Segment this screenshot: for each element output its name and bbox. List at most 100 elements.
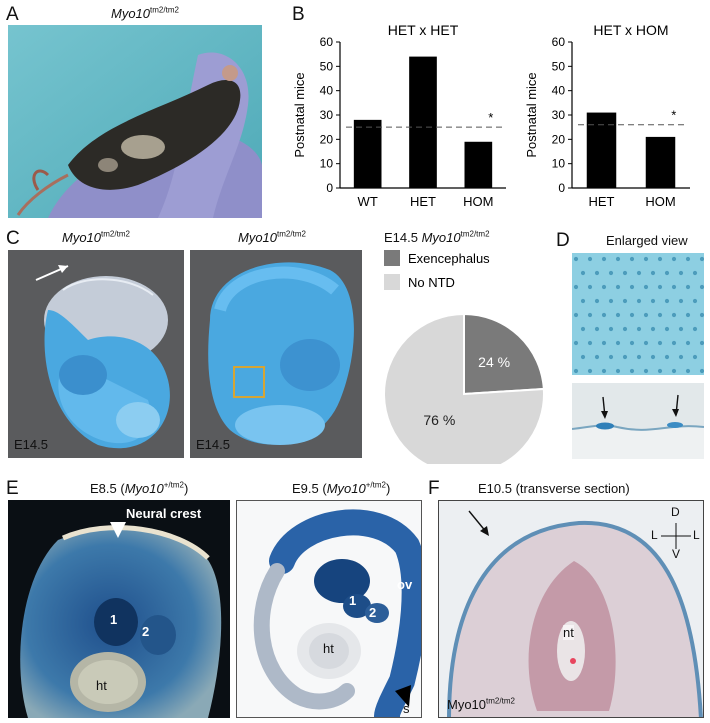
placode-dot	[629, 368, 635, 374]
e95-label-s: s	[403, 701, 410, 716]
panel-c-title-1: Myo10tm2/tm2	[62, 230, 130, 245]
panel-c-title-2-gene: Myo10	[238, 230, 278, 245]
neural-crest-label: Neural crest	[126, 506, 202, 521]
placode-dot	[643, 340, 649, 346]
chart-b2-ylabel: Postnatal mice	[524, 72, 539, 157]
placode-dot	[685, 312, 691, 318]
placode-dot	[601, 284, 607, 290]
pie-slice-0	[463, 312, 545, 396]
placode-dot	[664, 270, 670, 276]
placode-dot	[594, 270, 600, 276]
placode-dot	[636, 326, 642, 332]
transverse-section-art	[439, 501, 703, 717]
panel-letter-b: B	[292, 4, 305, 25]
pie-title-stage: E14.5	[384, 230, 422, 245]
e-right-title-allele: +/tm2	[365, 480, 386, 490]
e95-label-ov: ov	[397, 577, 413, 592]
embryo-1-stage: E14.5	[14, 437, 48, 452]
chart-b1-title: HET x HET	[388, 22, 459, 38]
compass-l-right: L	[693, 528, 700, 542]
placode-dot	[601, 256, 607, 262]
compass-l-left: L	[651, 528, 658, 542]
placode-dot	[692, 298, 698, 304]
panel-a-title: Myo10tm2/tm2	[111, 6, 179, 21]
chart-b1-ytick-label-30: 30	[320, 108, 334, 122]
neural-crest-arrowhead	[110, 522, 126, 538]
placode-dot	[671, 312, 677, 318]
e85-embryo-photo: Neural crest 1 2 ht	[8, 500, 230, 718]
chart-b-het-x-het: HET x HET Postnatal mice 0 10 20 30 40 50 60 WT HE…	[292, 22, 506, 209]
chart-b1-ytick-label-20: 20	[320, 132, 334, 146]
enlarged-view-photo	[572, 253, 704, 375]
panel-a-title-gene: Myo10	[111, 6, 151, 21]
chart-b2-ytick-label-60: 60	[552, 35, 566, 49]
placode-dot	[685, 340, 691, 346]
chart-b1-ytick-label-50: 50	[320, 59, 334, 73]
placode-dot	[573, 368, 579, 374]
pie-value-label-1: 76 %	[423, 412, 455, 428]
placode-dot	[587, 256, 593, 262]
embryo-photo-1: E14.5	[8, 250, 184, 458]
placode-dot	[636, 270, 642, 276]
chart-b1-bar-hom	[464, 141, 493, 188]
chart-b1-significance-hom: *	[488, 110, 493, 125]
placode-dot	[580, 298, 586, 304]
placode-dot	[643, 284, 649, 290]
panel-letter-f: F	[428, 478, 440, 499]
e95-embryo-art	[237, 501, 421, 717]
placode-dot	[587, 340, 593, 346]
placode-dot	[699, 340, 704, 346]
placode-dot	[587, 284, 593, 290]
e85-label-ht: ht	[96, 678, 107, 693]
pie-title-allele: tm2/tm2	[460, 229, 490, 239]
chart-b1-xtick-label-hom: HOM	[463, 194, 493, 209]
compass-v: V	[672, 547, 681, 561]
placode-dot	[587, 368, 593, 374]
panel-d-title: Enlarged view	[606, 233, 688, 248]
e95-label-1: 1	[349, 593, 357, 608]
chart-b1-bar-wt	[353, 119, 382, 188]
panel-c-title-2-allele: tm2/tm2	[277, 229, 306, 239]
e-right-title-stage: E9.5 (	[292, 481, 327, 496]
orientation-compass	[661, 523, 691, 549]
placode-dot	[699, 284, 704, 290]
placode-dot	[629, 312, 635, 318]
placode-dot	[692, 354, 698, 360]
placode-dot	[580, 354, 586, 360]
chart-b2-ytick-label-10: 10	[552, 157, 566, 171]
placode-dot	[678, 270, 684, 276]
chart-b1-bar-het	[409, 56, 437, 188]
placode-dot	[615, 340, 621, 346]
pie-title-gene: Myo10	[421, 230, 461, 245]
enlarged-region-box	[233, 366, 265, 398]
chart-b1-xtick-label-wt: WT	[358, 194, 378, 209]
e-left-title-gene: Myo10	[124, 481, 164, 496]
e85-label-2: 2	[142, 624, 150, 639]
placode-dot	[615, 256, 621, 262]
placode-dot	[594, 354, 600, 360]
pie-legend-label-1: No NTD	[408, 275, 455, 290]
placode-dot	[671, 368, 677, 374]
placode-dot	[622, 298, 628, 304]
placode-dot	[615, 284, 621, 290]
placode-dot	[692, 326, 698, 332]
chart-b1-ylabel: Postnatal mice	[292, 72, 307, 157]
pie-chart: Exencephalus No NTD 24 % 76 %	[383, 250, 545, 464]
placode-dot	[657, 256, 663, 262]
placode-dot	[573, 340, 579, 346]
mouse-photo-art	[8, 25, 262, 218]
e95-label-ht: ht	[323, 641, 334, 656]
placode-dot	[594, 298, 600, 304]
e-right-title-gene: Myo10	[326, 481, 366, 496]
placode-dot	[650, 326, 656, 332]
placode-dot	[629, 256, 635, 262]
placode-dot	[664, 298, 670, 304]
panel-letter-c: C	[6, 228, 20, 249]
placode-dot	[608, 326, 614, 332]
panel-c-title-1-gene: Myo10	[62, 230, 102, 245]
placode-dot	[664, 354, 670, 360]
enlarged-view-art	[572, 253, 704, 375]
panel-f-title: E10.5 (transverse section)	[478, 481, 630, 496]
chart-b2-ytick-label-20: 20	[552, 132, 566, 146]
placode-dot	[650, 354, 656, 360]
